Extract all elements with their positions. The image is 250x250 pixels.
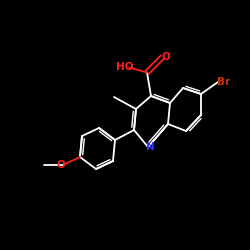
Text: Br: Br [217, 77, 230, 87]
Text: HO: HO [116, 62, 133, 72]
Text: O: O [56, 160, 66, 170]
Text: O: O [161, 52, 170, 62]
Text: N: N [146, 142, 155, 152]
